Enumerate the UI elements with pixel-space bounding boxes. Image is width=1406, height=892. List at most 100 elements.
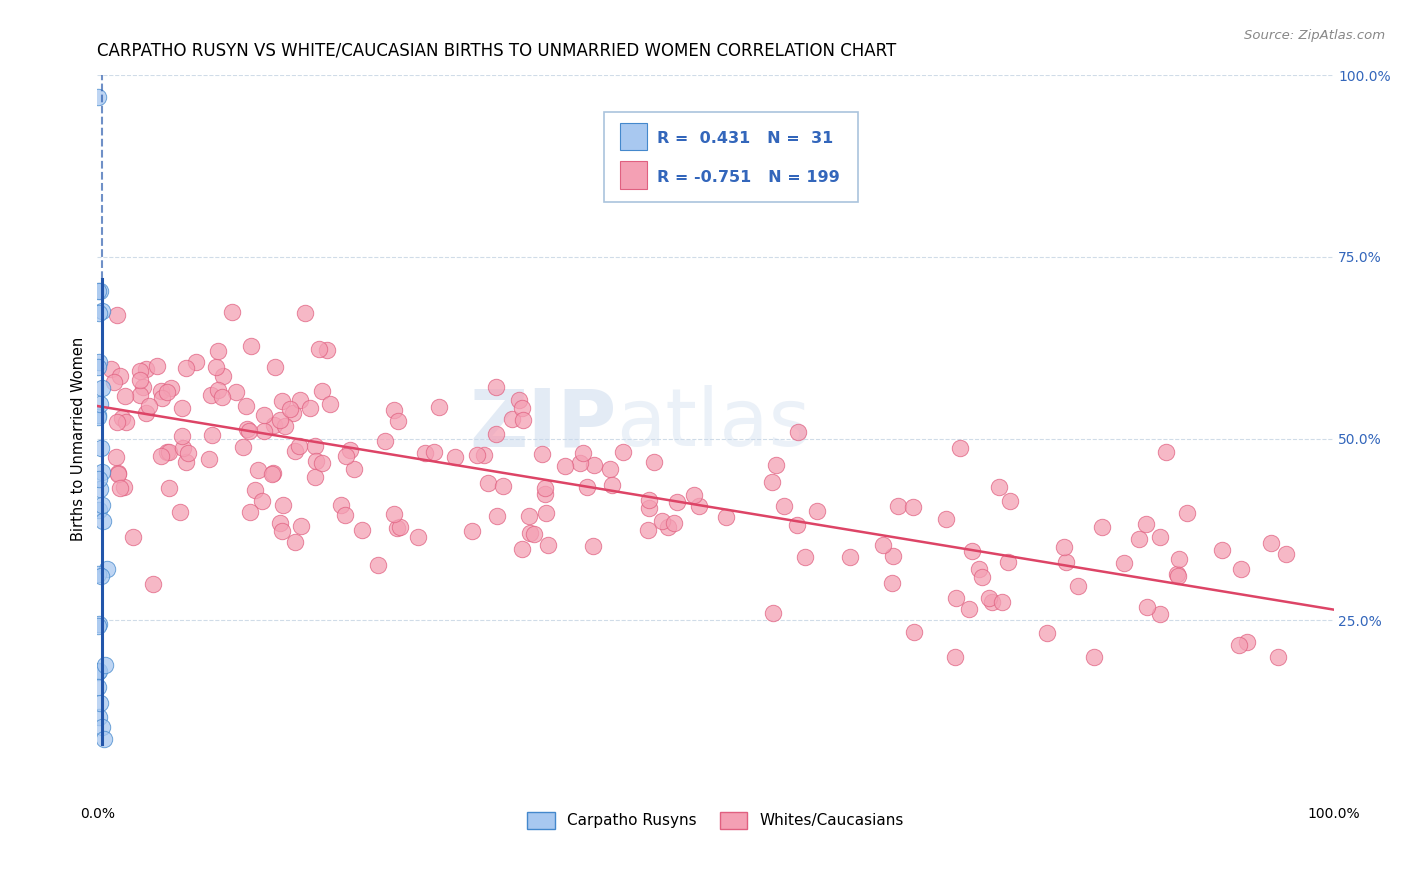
Point bbox=[271, 499, 294, 513]
Point bbox=[517, 508, 540, 523]
Point bbox=[247, 463, 270, 477]
Point bbox=[838, 550, 860, 565]
FancyBboxPatch shape bbox=[620, 123, 647, 151]
Point bbox=[997, 555, 1019, 569]
Point bbox=[278, 401, 301, 416]
Point bbox=[486, 509, 509, 524]
Point bbox=[198, 452, 221, 467]
Point bbox=[238, 505, 260, 519]
Point bbox=[761, 475, 783, 490]
Point bbox=[89, 441, 111, 455]
Point bbox=[170, 401, 193, 415]
Point bbox=[103, 375, 125, 389]
Point bbox=[536, 507, 558, 521]
Point bbox=[1091, 520, 1114, 534]
Legend: Carpatho Rusyns, Whites/Caucasians: Carpatho Rusyns, Whites/Caucasians bbox=[522, 805, 910, 835]
Point bbox=[90, 569, 112, 583]
Point bbox=[1175, 506, 1198, 520]
Point bbox=[688, 499, 710, 513]
Point bbox=[510, 401, 533, 416]
Point bbox=[387, 415, 409, 429]
Point bbox=[444, 450, 467, 464]
Point bbox=[406, 531, 429, 545]
Point bbox=[1211, 543, 1233, 558]
Point bbox=[501, 411, 523, 425]
Point bbox=[335, 449, 357, 463]
Point bbox=[225, 385, 247, 400]
Point bbox=[121, 530, 143, 544]
Point bbox=[264, 360, 287, 375]
Point bbox=[1166, 567, 1188, 582]
Point bbox=[903, 625, 925, 640]
Point bbox=[1274, 547, 1296, 561]
Point bbox=[1135, 516, 1157, 531]
Point bbox=[115, 415, 138, 429]
Point bbox=[786, 425, 808, 439]
Point bbox=[294, 306, 316, 320]
Point bbox=[519, 526, 541, 541]
Point bbox=[105, 450, 128, 464]
Point bbox=[235, 399, 257, 413]
Point bbox=[146, 359, 169, 374]
Point bbox=[177, 445, 200, 459]
Point bbox=[90, 720, 112, 734]
Point bbox=[485, 427, 508, 442]
Point bbox=[472, 448, 495, 462]
Point bbox=[89, 664, 111, 678]
Point bbox=[263, 417, 285, 432]
Point bbox=[901, 500, 924, 514]
Point bbox=[87, 567, 110, 582]
Point bbox=[135, 362, 157, 376]
Point bbox=[149, 449, 172, 463]
Point bbox=[100, 362, 122, 376]
Point bbox=[253, 425, 276, 439]
Point bbox=[582, 539, 605, 553]
Point bbox=[89, 709, 111, 723]
Point bbox=[599, 461, 621, 475]
Point bbox=[385, 521, 408, 535]
Point bbox=[311, 384, 333, 399]
Point bbox=[150, 392, 173, 406]
Point bbox=[89, 483, 111, 497]
Point bbox=[172, 428, 194, 442]
Point bbox=[87, 284, 110, 298]
Point bbox=[284, 444, 307, 458]
Point bbox=[460, 524, 482, 538]
Point bbox=[211, 369, 233, 384]
Point bbox=[200, 388, 222, 402]
Point bbox=[1154, 445, 1177, 459]
Point bbox=[350, 523, 373, 537]
Point bbox=[1267, 649, 1289, 664]
Point bbox=[87, 408, 110, 422]
Point bbox=[129, 373, 152, 387]
Point bbox=[107, 467, 129, 481]
Y-axis label: Births to Unmarried Women: Births to Unmarried Women bbox=[72, 336, 86, 541]
Point bbox=[157, 445, 180, 459]
Point bbox=[160, 381, 183, 395]
Point bbox=[765, 458, 787, 472]
Point bbox=[305, 454, 328, 468]
Point bbox=[87, 359, 110, 374]
Text: ZIP: ZIP bbox=[470, 385, 617, 463]
Point bbox=[1167, 568, 1189, 582]
Point bbox=[512, 413, 534, 427]
Point bbox=[651, 514, 673, 528]
Point bbox=[657, 519, 679, 533]
Point bbox=[135, 406, 157, 420]
Point bbox=[793, 549, 815, 564]
Point bbox=[637, 523, 659, 537]
Point bbox=[269, 413, 291, 427]
Point bbox=[93, 732, 115, 747]
Point bbox=[232, 440, 254, 454]
Point bbox=[274, 418, 297, 433]
Point bbox=[319, 397, 342, 411]
Point bbox=[935, 511, 957, 525]
Point bbox=[105, 308, 128, 322]
Point bbox=[998, 493, 1021, 508]
Point bbox=[299, 401, 322, 415]
Point bbox=[1229, 562, 1251, 576]
Point bbox=[773, 500, 796, 514]
Point bbox=[1053, 541, 1076, 555]
Point bbox=[882, 549, 904, 563]
Point bbox=[533, 487, 555, 501]
